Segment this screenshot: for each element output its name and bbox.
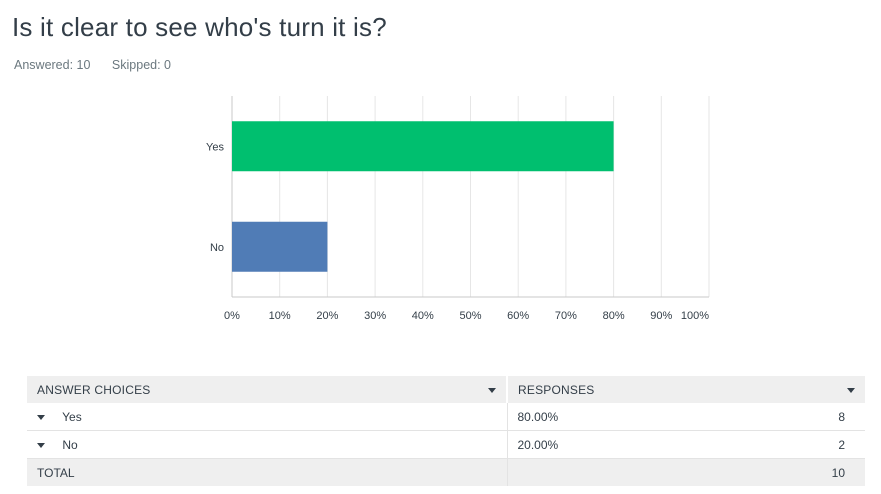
responses-header[interactable]: RESPONSES	[507, 376, 865, 403]
x-tick-label: 70%	[555, 310, 577, 322]
expand-caret-icon[interactable]	[37, 414, 45, 420]
x-tick-label: 100%	[681, 310, 709, 322]
response-percent: 80.00%	[507, 403, 717, 431]
table-header-row: ANSWER CHOICES RESPONSES	[27, 376, 865, 403]
x-tick-label: 30%	[364, 310, 386, 322]
table-row: No 20.00% 2	[27, 430, 865, 459]
x-tick-label: 40%	[412, 310, 434, 322]
table-row: Yes 80.00% 8	[27, 403, 865, 431]
sort-caret-icon[interactable]	[847, 387, 855, 393]
responses-table: ANSWER CHOICES RESPONSES Yes 80.00% 8 No…	[27, 376, 865, 486]
question-title: Is it clear to see who's turn it is?	[12, 12, 387, 42]
bar-chart: Yes No 0% 10% 20% 30% 40% 50% 60% 70% 80% 90% 100%	[206, 96, 710, 322]
skipped-count: Skipped: 0	[111, 58, 171, 72]
sort-caret-icon[interactable]	[488, 387, 496, 393]
x-tick-label: 20%	[316, 310, 338, 322]
bar-yes[interactable]	[232, 121, 614, 172]
category-labels: Yes No	[206, 141, 224, 254]
response-count: 2	[716, 430, 865, 459]
answer-choices-header[interactable]: ANSWER CHOICES	[27, 376, 508, 403]
x-axis-ticks: 0% 10% 20% 30% 40% 50% 60% 70% 80% 90% 100%	[224, 310, 709, 322]
response-percent: 20.00%	[507, 430, 717, 459]
category-label: Yes	[206, 141, 224, 153]
x-tick-label: 0%	[224, 310, 240, 322]
answer-choice-cell: No	[27, 430, 508, 459]
x-tick-label: 60%	[507, 310, 529, 322]
total-label: TOTAL	[27, 458, 508, 486]
total-count: 10	[831, 465, 845, 480]
category-label: No	[210, 242, 224, 254]
x-tick-label: 80%	[603, 310, 625, 322]
answer-choice-cell: Yes	[27, 403, 508, 431]
bars	[232, 121, 614, 272]
x-tick-label: 50%	[459, 310, 481, 322]
bar-no[interactable]	[232, 221, 328, 272]
total-row: TOTAL 10	[27, 458, 865, 486]
x-tick-label: 90%	[650, 310, 672, 322]
response-count: 8	[716, 403, 865, 431]
response-stats: Answered: 10 Skipped: 0	[14, 58, 189, 72]
answered-count: Answered: 10	[14, 58, 91, 72]
x-tick-label: 10%	[269, 310, 291, 322]
expand-caret-icon[interactable]	[37, 442, 45, 448]
